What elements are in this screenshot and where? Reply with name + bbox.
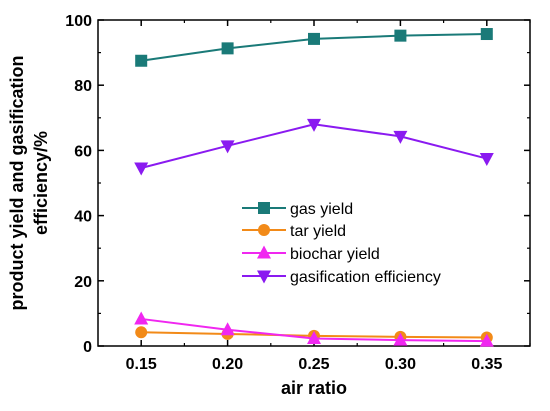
legend-label-gasification-efficiency: gasification efficiency	[290, 269, 441, 286]
legend-marker-shape	[257, 270, 271, 284]
legend-label-tar-yield: tar yield	[290, 223, 346, 240]
y-tick-labels: 0 20 40 60 80 100	[65, 13, 92, 356]
x-tick-label: 0.30	[385, 356, 416, 373]
data-point-gas-yield	[135, 54, 148, 67]
x-tick-label: 0.35	[471, 356, 502, 373]
data-point-gas-yield	[480, 28, 493, 41]
data-point-gas-yield	[221, 42, 234, 55]
legend-item-gas-yield: gas yield	[242, 201, 353, 218]
x-tick-label: 0.15	[126, 356, 157, 373]
legend-item-gasification-efficiency: gasification efficiency	[242, 269, 441, 286]
legend-marker-shape	[257, 245, 271, 259]
x-tick-label: 0.20	[212, 356, 243, 373]
y-axis-title: product yield and gasification efficienc…	[7, 55, 51, 310]
legend-marker-gas-yield	[258, 202, 270, 214]
x-tick-label: 0.25	[298, 356, 329, 373]
data-point-biochar-yield	[479, 333, 494, 347]
legend-marker-gasification-efficiency	[257, 270, 271, 284]
data-point-tar-yield	[135, 326, 148, 339]
y-tick-label: 20	[74, 274, 92, 291]
series-gasification-efficiency	[134, 118, 494, 176]
data-point-gasification-efficiency	[307, 118, 321, 132]
y-tick-label: 40	[74, 209, 92, 226]
legend-item-biochar-yield: biochar yield	[242, 245, 380, 263]
data-point-biochar-yield	[393, 332, 408, 346]
data-point-biochar-yield	[307, 331, 321, 345]
data-point-gasification-efficiency	[220, 140, 235, 154]
data-point-gasification-efficiency	[479, 153, 494, 167]
legend-marker-biochar-yield	[257, 245, 271, 259]
y-tick-label: 60	[74, 143, 92, 160]
legend-marker-shape	[258, 224, 270, 236]
axis-ticks	[98, 19, 531, 347]
y-axis-title-line1: product yield and gasification	[7, 55, 27, 310]
y-tick-label: 100	[65, 13, 92, 30]
legend: gas yield tar yield biochar yield gasifi…	[242, 201, 441, 286]
y-tick-label: 0	[83, 339, 92, 356]
data-point-gas-yield	[394, 29, 407, 42]
x-axis-title: air ratio	[281, 378, 347, 398]
legend-marker-shape	[258, 202, 270, 214]
plot-area	[97, 19, 531, 347]
legend-label-gas-yield: gas yield	[290, 201, 353, 218]
series-biochar-yield	[134, 311, 494, 347]
y-tick-label: 80	[74, 78, 92, 95]
data-point-gasification-efficiency	[393, 130, 408, 144]
y-axis-title-line2: efficiency/%	[31, 131, 51, 235]
data-point-biochar-yield	[134, 311, 149, 325]
series-gas-yield	[135, 28, 493, 67]
series-layer	[134, 28, 494, 347]
legend-item-tar-yield: tar yield	[242, 223, 346, 240]
data-point-gas-yield	[308, 32, 320, 45]
legend-marker-tar-yield	[258, 224, 270, 236]
plot-frame	[97, 19, 531, 347]
x-tick-labels: 0.15 0.20 0.25 0.30 0.35	[126, 356, 503, 373]
data-point-biochar-yield	[220, 322, 235, 336]
legend-label-biochar-yield: biochar yield	[290, 246, 380, 263]
data-point-gasification-efficiency	[134, 162, 149, 176]
